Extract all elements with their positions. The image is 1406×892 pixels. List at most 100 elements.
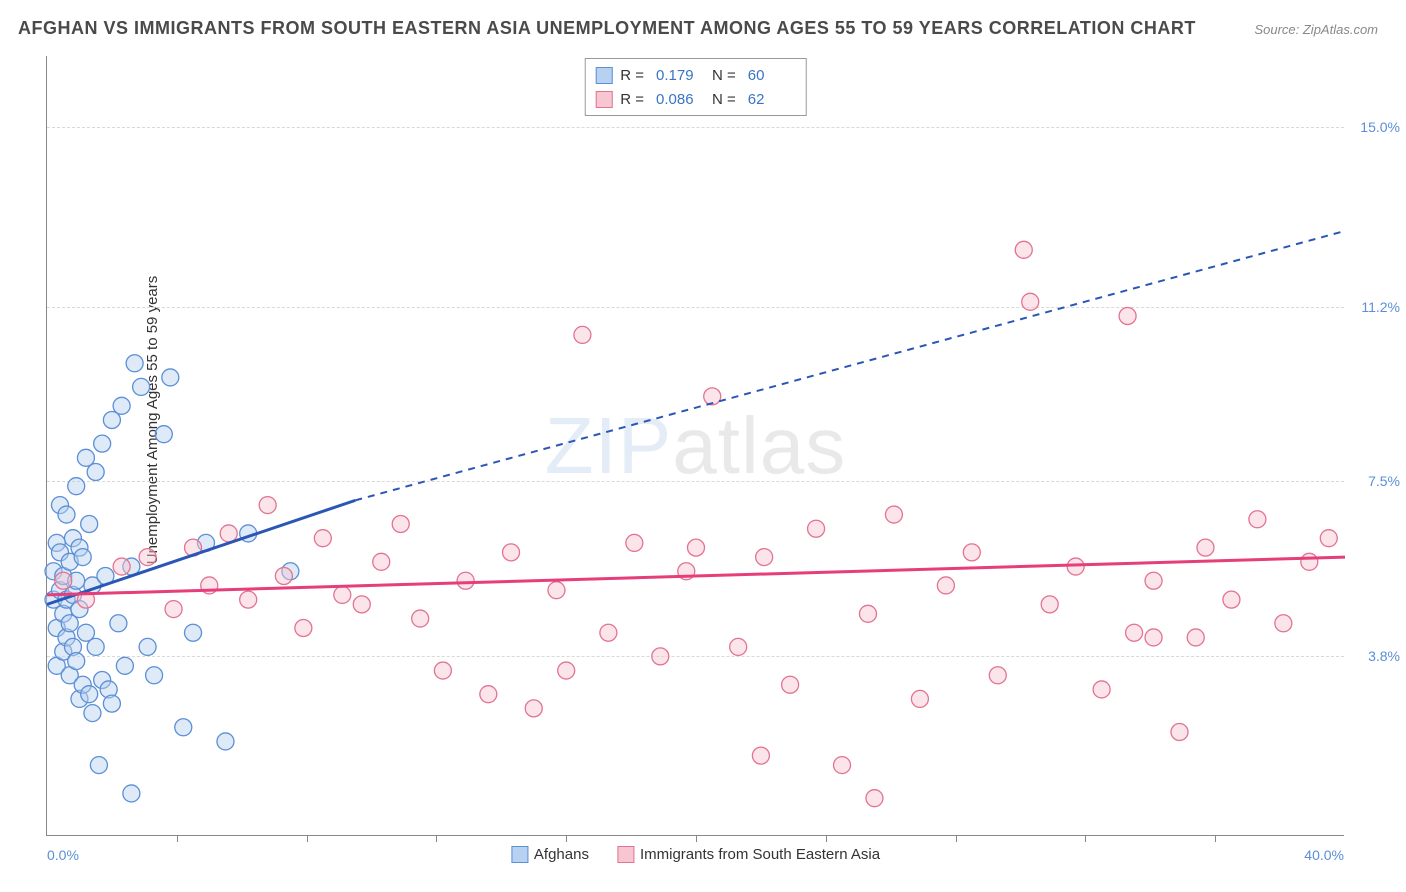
scatter-point-se_asia bbox=[574, 326, 591, 343]
x-axis-min-label: 0.0% bbox=[47, 847, 79, 863]
y-tick-label: 3.8% bbox=[1368, 648, 1400, 664]
scatter-point-afghans bbox=[87, 464, 104, 481]
value-N-se-asia: 62 bbox=[748, 91, 796, 108]
scatter-point-se_asia bbox=[989, 667, 1006, 684]
scatter-point-afghans bbox=[68, 653, 85, 670]
correlation-box: R = 0.179 N = 60 R = 0.086 N = 62 bbox=[584, 58, 807, 116]
legend-item-se-asia: Immigrants from South Eastern Asia bbox=[617, 846, 880, 863]
scatter-point-afghans bbox=[90, 757, 107, 774]
chart-svg bbox=[47, 56, 1345, 836]
scatter-point-se_asia bbox=[600, 624, 617, 641]
x-axis-max-label: 40.0% bbox=[1304, 847, 1344, 863]
scatter-point-se_asia bbox=[558, 662, 575, 679]
value-R-afghans: 0.179 bbox=[656, 67, 704, 84]
scatter-point-se_asia bbox=[334, 586, 351, 603]
scatter-point-afghans bbox=[162, 369, 179, 386]
swatch-pink bbox=[617, 846, 634, 863]
scatter-point-afghans bbox=[146, 667, 163, 684]
scatter-point-se_asia bbox=[626, 534, 643, 551]
scatter-point-se_asia bbox=[220, 525, 237, 542]
x-tick bbox=[956, 835, 957, 842]
x-tick bbox=[826, 835, 827, 842]
scatter-point-se_asia bbox=[1187, 629, 1204, 646]
scatter-point-se_asia bbox=[1301, 553, 1318, 570]
scatter-point-se_asia bbox=[434, 662, 451, 679]
scatter-point-se_asia bbox=[1119, 308, 1136, 325]
scatter-point-se_asia bbox=[373, 553, 390, 570]
scatter-point-afghans bbox=[81, 686, 98, 703]
label-R: R = bbox=[620, 67, 644, 84]
scatter-point-afghans bbox=[139, 638, 156, 655]
source-attribution: Source: ZipAtlas.com bbox=[1254, 22, 1378, 37]
x-tick bbox=[307, 835, 308, 842]
scatter-point-afghans bbox=[113, 397, 130, 414]
scatter-point-se_asia bbox=[688, 539, 705, 556]
scatter-point-se_asia bbox=[1145, 629, 1162, 646]
scatter-point-afghans bbox=[110, 615, 127, 632]
scatter-point-afghans bbox=[175, 719, 192, 736]
scatter-point-se_asia bbox=[756, 549, 773, 566]
swatch-blue bbox=[595, 67, 612, 84]
scatter-point-se_asia bbox=[259, 497, 276, 514]
scatter-point-se_asia bbox=[885, 506, 902, 523]
scatter-point-afghans bbox=[217, 733, 234, 750]
x-tick bbox=[696, 835, 697, 842]
correlation-row-afghans: R = 0.179 N = 60 bbox=[595, 63, 796, 87]
scatter-point-se_asia bbox=[240, 591, 257, 608]
scatter-point-afghans bbox=[185, 624, 202, 641]
legend-label-afghans: Afghans bbox=[534, 846, 589, 863]
label-N: N = bbox=[712, 91, 736, 108]
scatter-point-se_asia bbox=[165, 601, 182, 618]
scatter-point-se_asia bbox=[963, 544, 980, 561]
scatter-point-se_asia bbox=[275, 568, 292, 585]
legend: Afghans Immigrants from South Eastern As… bbox=[511, 846, 880, 863]
scatter-point-se_asia bbox=[503, 544, 520, 561]
scatter-point-se_asia bbox=[834, 757, 851, 774]
scatter-point-afghans bbox=[87, 638, 104, 655]
y-tick-label: 11.2% bbox=[1361, 299, 1400, 315]
scatter-point-se_asia bbox=[1320, 530, 1337, 547]
swatch-pink bbox=[595, 91, 612, 108]
scatter-point-afghans bbox=[126, 355, 143, 372]
scatter-point-se_asia bbox=[1197, 539, 1214, 556]
x-tick bbox=[566, 835, 567, 842]
scatter-point-se_asia bbox=[392, 516, 409, 533]
label-R: R = bbox=[620, 91, 644, 108]
chart-title: AFGHAN VS IMMIGRANTS FROM SOUTH EASTERN … bbox=[18, 18, 1196, 39]
scatter-point-se_asia bbox=[1249, 511, 1266, 528]
scatter-point-se_asia bbox=[55, 572, 72, 589]
scatter-point-afghans bbox=[94, 435, 111, 452]
x-tick bbox=[1085, 835, 1086, 842]
scatter-point-se_asia bbox=[1275, 615, 1292, 632]
scatter-point-se_asia bbox=[808, 520, 825, 537]
scatter-point-se_asia bbox=[730, 638, 747, 655]
scatter-point-se_asia bbox=[1126, 624, 1143, 641]
x-tick bbox=[1215, 835, 1216, 842]
scatter-point-se_asia bbox=[937, 577, 954, 594]
scatter-point-se_asia bbox=[412, 610, 429, 627]
scatter-point-afghans bbox=[133, 378, 150, 395]
scatter-point-se_asia bbox=[652, 648, 669, 665]
scatter-point-afghans bbox=[81, 516, 98, 533]
scatter-point-afghans bbox=[58, 506, 75, 523]
scatter-point-se_asia bbox=[1093, 681, 1110, 698]
scatter-point-afghans bbox=[103, 695, 120, 712]
scatter-point-afghans bbox=[155, 426, 172, 443]
scatter-point-se_asia bbox=[139, 549, 156, 566]
correlation-row-se-asia: R = 0.086 N = 62 bbox=[595, 87, 796, 111]
scatter-point-se_asia bbox=[480, 686, 497, 703]
value-R-se-asia: 0.086 bbox=[656, 91, 704, 108]
scatter-point-afghans bbox=[116, 657, 133, 674]
scatter-point-afghans bbox=[84, 705, 101, 722]
scatter-point-se_asia bbox=[548, 582, 565, 599]
swatch-blue bbox=[511, 846, 528, 863]
label-N: N = bbox=[712, 67, 736, 84]
scatter-point-afghans bbox=[123, 785, 140, 802]
scatter-point-se_asia bbox=[1022, 293, 1039, 310]
scatter-point-se_asia bbox=[1041, 596, 1058, 613]
legend-item-afghans: Afghans bbox=[511, 846, 589, 863]
y-tick-label: 15.0% bbox=[1360, 119, 1400, 135]
scatter-point-se_asia bbox=[1015, 241, 1032, 258]
scatter-point-se_asia bbox=[859, 605, 876, 622]
scatter-point-afghans bbox=[74, 549, 91, 566]
